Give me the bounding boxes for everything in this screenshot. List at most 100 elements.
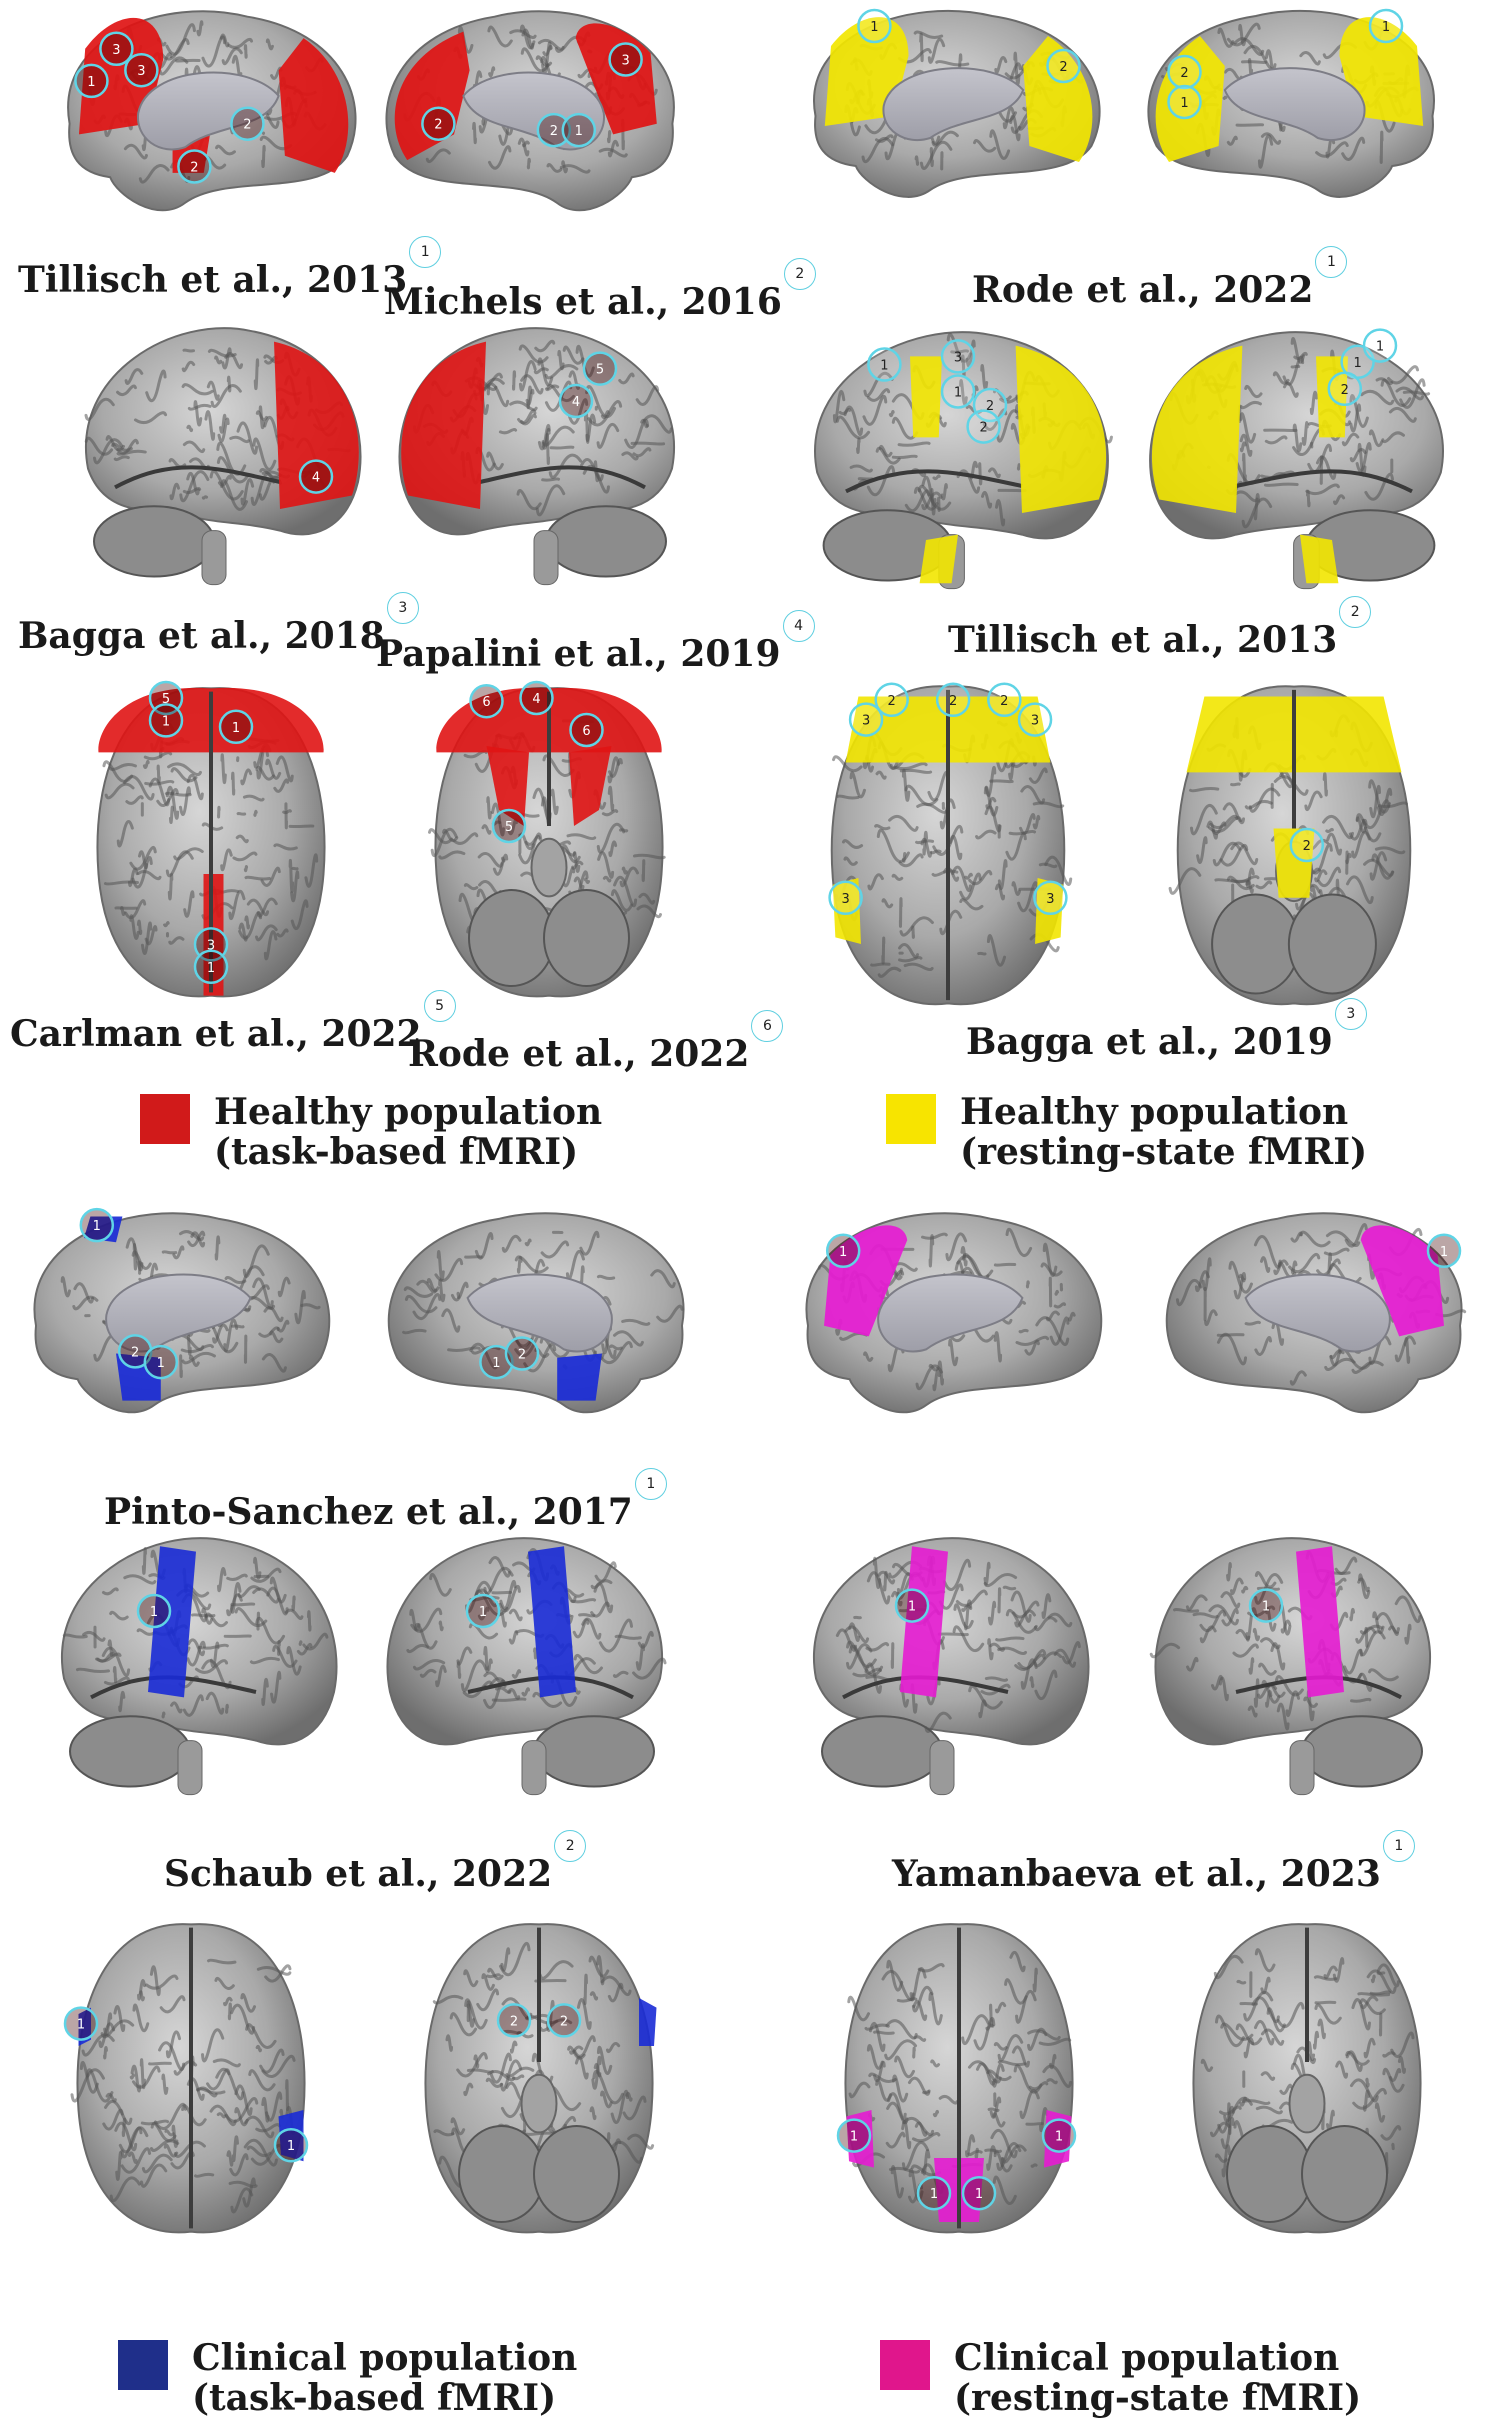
sulcus-line (1230, 875, 1260, 884)
sulcus-line (1368, 1335, 1392, 1366)
legend-line-2: (task-based fMRI) (214, 1131, 579, 1173)
sulcus-line (1299, 1230, 1331, 1248)
sulcus-line (613, 875, 638, 908)
sulcus-line (207, 348, 237, 358)
brain-inferior-view (427, 687, 666, 998)
sulcus-line (863, 1351, 874, 1362)
sulcus-line (206, 380, 220, 401)
sulcus-line (255, 2123, 281, 2133)
sulcus-line (62, 1633, 88, 1639)
panel-label-rode-2022-a: Rode et al., 20221 (972, 246, 1348, 308)
sulcus-line (168, 936, 185, 945)
sulcus-line (250, 472, 276, 506)
sulcus-line (1011, 2045, 1030, 2068)
sulcus-line (988, 467, 1001, 479)
sulcus-line (1018, 1328, 1029, 1334)
sulcus-line (101, 1587, 119, 1596)
sulcus-line (255, 2044, 262, 2053)
sulcus-line (210, 384, 242, 409)
sulcus-line (640, 418, 649, 429)
corpus-callosum (466, 1273, 613, 1353)
sulcus-line (1046, 2078, 1058, 2085)
sulcus-line (1008, 829, 1037, 836)
sulcus-line (1341, 432, 1360, 447)
sulcus-line (894, 2055, 916, 2079)
sulcus-line (594, 1561, 617, 1583)
sulcus-line (984, 1676, 1008, 1682)
reference-badge: 1 (409, 236, 442, 268)
sulcus-line (886, 1959, 904, 1992)
activation-region (919, 534, 958, 584)
sulcus-line (224, 352, 244, 370)
sulcus-line (911, 1985, 934, 2013)
sulcus-line (994, 56, 1008, 74)
sulcus-line (632, 853, 666, 860)
sulcus-line (607, 139, 619, 158)
sulcus-line (596, 822, 626, 854)
sulcus-line (983, 1561, 991, 1586)
sulcus-line (1217, 2105, 1235, 2134)
sulcus-line (545, 1999, 555, 2032)
sulcus-line (524, 1238, 532, 1247)
sulcus-line (435, 1664, 447, 1688)
sulcus-line (965, 2134, 976, 2158)
sulcus-line (498, 428, 518, 435)
region-marker (582, 351, 618, 386)
region-marker-label: 1 (232, 721, 240, 736)
sulcus-line (607, 756, 620, 784)
sulcus-line (917, 1963, 945, 1973)
sulcus-line (1333, 494, 1346, 506)
legend-line-1: Clinical population (954, 2337, 1340, 2379)
sulcus-line (1206, 820, 1219, 840)
sulcus-line (568, 370, 581, 390)
sulcus-line (1245, 1607, 1258, 1642)
sulcus-line (230, 1324, 245, 1329)
sulcus-line (1355, 442, 1372, 473)
sulcus-line (116, 384, 137, 397)
sulcus-line (476, 1988, 500, 2012)
brainstem (1288, 2073, 1326, 2134)
sulcus-line (145, 1974, 179, 1990)
sulcus-line (930, 488, 936, 516)
region-marker-label: 2 (1341, 383, 1349, 398)
sulcus-line (286, 1645, 302, 1676)
sulcus-line (967, 2149, 983, 2157)
sulcus-line (179, 1354, 183, 1378)
cerebellum-left (1226, 2125, 1313, 2223)
sulcus-line (253, 809, 258, 817)
sulcus-line (1192, 1612, 1219, 1619)
region-marker (491, 808, 527, 844)
region-marker-label: 3 (1046, 892, 1054, 907)
sulcus-line (450, 1281, 469, 1302)
region-marker-label: 1 (839, 1245, 847, 1260)
sulcus-line (165, 785, 180, 820)
sulcus-line (403, 1286, 434, 1298)
brain-lateral-view (1149, 331, 1444, 590)
sulcus-line (903, 962, 934, 972)
reference-badge: 2 (1339, 596, 1372, 628)
panel-label-bagga-2018: Bagga et al., 20183 (18, 592, 419, 654)
sulcus-line (1253, 1235, 1282, 1269)
sulcus-line (180, 1343, 214, 1354)
sulcus-line (621, 1318, 651, 1326)
sulcus-line (76, 1667, 111, 1674)
sulcus-line (141, 1547, 147, 1575)
sulcus-line (1314, 2003, 1342, 2025)
sulcus-line (1376, 1963, 1400, 1988)
sulcus-line (618, 372, 635, 385)
sulcus-line (1368, 429, 1384, 448)
sulcus-line (1015, 1989, 1037, 2024)
cerebellum-right (1287, 893, 1377, 995)
sulcus-line (568, 398, 589, 425)
sulcus-line (183, 890, 195, 918)
sulcus-line (226, 375, 232, 393)
region-marker-label: 1 (870, 20, 878, 35)
sulcus-line (255, 924, 278, 942)
sulcus-line (938, 1583, 964, 1610)
sulcus-line (1038, 862, 1058, 869)
sulcus-line (1217, 27, 1235, 48)
panel-label-carlman-2022: Carlman et al., 20225 (10, 990, 456, 1052)
sulcus-line (1042, 1242, 1058, 1277)
sulcus-line (123, 1574, 157, 1585)
sulcus-line (993, 1331, 1003, 1363)
